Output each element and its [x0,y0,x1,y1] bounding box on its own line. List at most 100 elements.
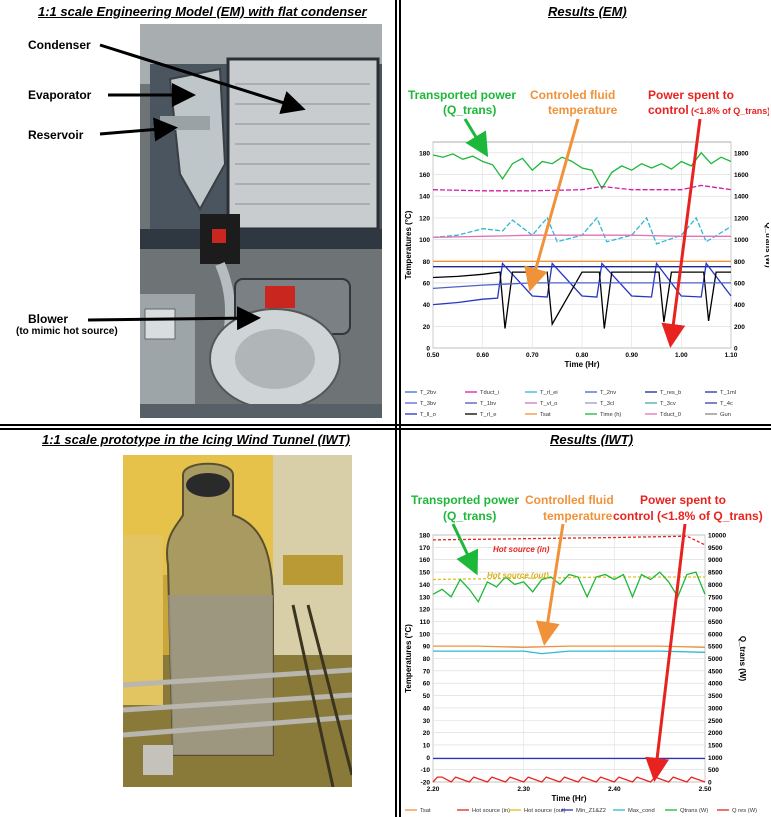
y-tick-label: 140 [419,194,430,201]
y-tick-label: 110 [420,619,431,626]
arrow-em-controlled [524,118,580,292]
iwt-annot-power-2: control (<1.8% of Q_trans) [613,509,763,523]
iwt-annotation-arrows [451,523,687,782]
legend-label-t-3cv: T_3cv [660,401,676,407]
divider-vertical [395,0,397,817]
legend-label-qtrans-w: Qtrans (W) [680,808,708,814]
y-tick-label: -20 [421,780,431,787]
y2-tick-label: 8500 [708,570,723,577]
x-tick-label: 0.60 [476,352,489,359]
y2-tick-label: 0 [734,346,738,353]
y-tick-label: 40 [423,302,431,309]
divider-vertical-2 [399,0,401,817]
legend-label-hot-source-in: Hot source (in) [472,808,510,814]
y-tick-label: 60 [423,681,431,688]
legend-label-t-3bv: T_3bv [420,401,436,407]
legend-label-t-res-b: T_res_b [660,390,681,396]
series-line-max-cond [433,650,706,655]
x-tick-label: 0.90 [625,352,638,359]
x-tick-label: 1.10 [725,352,738,359]
series-line-qtrans-w [432,151,732,190]
y-tick-label: 180 [419,150,430,157]
em-results-title: Results (EM) [548,4,627,19]
divider-horizontal-2 [0,428,771,430]
y2-tick-label: 200 [734,324,745,331]
legend-label-tsat: Tsat [540,412,551,418]
legend-label-hot-source-out: Hot source (out) [524,808,566,814]
x-tick-label: 2.50 [699,786,712,793]
y2-tick-label: 5000 [708,656,723,663]
em-annotations: Transported power (Q_trans) Controled fl… [408,88,769,117]
y-tick-label: 120 [419,215,430,222]
y-tick-label: 20 [423,324,431,331]
series-line-tsat [433,645,706,649]
y2-tick-label: 1500 [708,742,723,749]
legend-label-min-z1-z2: Min_Z1&Z2 [576,808,606,814]
y2-tick-label: 4500 [708,668,723,675]
y2-axis-label: Q_trans (W) [738,636,747,682]
label-reservoir: Reservoir [28,128,84,142]
iwt-annot-controlled-1: Controlled fluid [525,493,614,507]
iwt-photo-illustration [123,455,352,787]
y2-tick-label: 6500 [708,619,723,626]
y2-tick-label: 1400 [734,194,749,201]
y-tick-label: 20 [423,730,431,737]
iwt-annotations: Transported power (Q_trans) Controlled f… [411,493,763,523]
series-line-t-ll-o [432,261,732,306]
label-hot-source-in: Hot source (in) [493,545,550,554]
series-line-qtrans-w [432,571,706,603]
iwt-plot-area: -20 -10 0 10 20 30 40 50 60 70 80 90 100 110 120 130 140… [404,533,747,804]
y-tick-label: -10 [421,767,431,774]
em-results-chart: Transported power (Q_trans) Controled fl… [404,88,769,418]
legend-label-max-cond: Max_cond [628,808,655,814]
series-line-t-2nv [432,282,731,290]
y2-tick-label: 2000 [708,730,723,737]
x-tick-label: 0.80 [576,352,589,359]
y-tick-label: 180 [419,533,430,540]
y2-tick-label: 2500 [708,718,723,725]
iwt-results-title: Results (IWT) [550,432,634,447]
x-tick-label: 1.00 [675,352,688,359]
label-evaporator: Evaporator [28,88,92,102]
y-tick-label: 0 [426,346,430,353]
label-blower: Blower [28,312,69,326]
legend-label-q-res-w: Q res (W) [732,808,757,814]
arrow-iwt-transported [451,523,479,576]
y-tick-label: 170 [419,545,430,552]
label-condenser: Condenser [28,38,91,52]
y-tick-label: 80 [423,656,431,663]
y-tick-label: 80 [423,259,431,266]
y2-tick-label: 600 [734,280,745,287]
iwt-annot-controlled-2: temperature [543,509,613,523]
iwt-photo [123,455,352,787]
y2-tick-label: 0 [708,780,712,787]
y2-tick-label: 5500 [708,644,723,651]
legend-label-t-vl-o: T_vl_o [540,401,557,407]
em-annotation-arrows [463,118,702,348]
label-hot-source-out: Hot source (out) [487,571,549,580]
series-line-hot-source-out [432,576,705,581]
label-blower-sub: (to mimic hot source) [16,326,118,337]
legend-label-t-1bv: T_1bv [480,401,496,407]
y-tick-label: 90 [423,644,431,651]
x-tick-label: 0.50 [427,352,440,359]
y2-tick-label: 8000 [708,582,723,589]
y-tick-label: 50 [423,693,431,700]
legend-label-tduct-i: Tduct_i [480,390,499,396]
iwt-annot-transported-1: Transported power [411,493,519,507]
x-tick-label: 2.20 [427,786,440,793]
legend-label-t-1ml: T_1ml [720,390,736,396]
y2-tick-label: 1800 [734,150,749,157]
x-tick-label: 2.30 [517,786,530,793]
y2-tick-label: 7000 [708,607,723,614]
iwt-annot-transported-2: (Q_trans) [443,509,496,523]
y2-tick-label: 1600 [734,172,749,179]
iwt-photo-title: 1:1 scale prototype in the Icing Wind Tu… [42,432,351,447]
em-photo-illustration [140,24,382,418]
em-annot-controlled-1: Controled fluid [530,88,615,102]
legend-label-t-4c: T_4c [720,401,733,407]
y2-tick-label: 1000 [734,237,749,244]
y-axis-label: Temperatures (°C) [404,624,413,693]
y2-tick-label: 7500 [708,594,723,601]
em-plot-area: 0204060801001201401601800200400600800100… [404,141,769,369]
